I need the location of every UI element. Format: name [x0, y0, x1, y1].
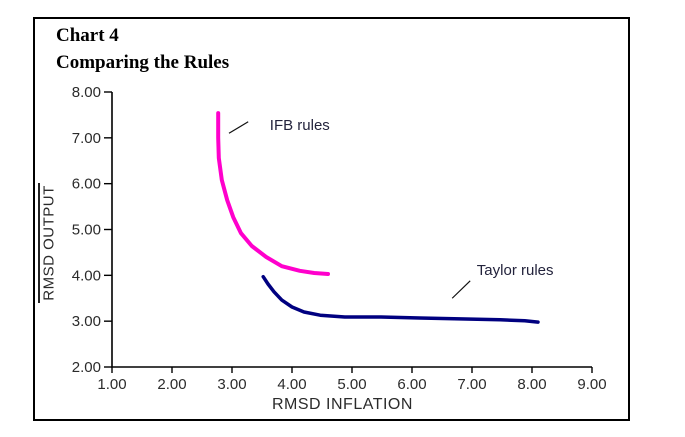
y-axis-title-bar	[38, 183, 40, 303]
chart-title: Chart 4 Comparing the Rules	[56, 22, 229, 76]
series-ifb-rules	[216, 111, 330, 276]
x-tick-label: 5.00	[337, 376, 366, 393]
axis-lines	[111, 92, 592, 368]
x-tick-label: 9.00	[577, 376, 606, 393]
annotation-leader-taylor-rules	[451, 280, 471, 299]
y-tick-label: 3.00	[72, 313, 101, 330]
x-tick-label: 2.00	[157, 376, 186, 393]
y-tick-label: 7.00	[72, 130, 101, 147]
y-tick-label: 6.00	[72, 176, 101, 193]
x-tick-label: 6.00	[397, 376, 426, 393]
chart-title-line1: Chart 4	[56, 25, 119, 46]
x-tick-label: 3.00	[217, 376, 246, 393]
chart-frame	[33, 17, 630, 421]
x-axis-title: RMSD INFLATION	[272, 396, 413, 413]
x-tick-label: 7.00	[457, 376, 486, 393]
x-tick-label: 8.00	[517, 376, 546, 393]
y-tick-label: 5.00	[72, 222, 101, 239]
y-tick-label: 8.00	[72, 84, 101, 101]
annotation-leader-ifb-rules	[228, 121, 249, 134]
annotation-label-taylor-rules: Taylor rules	[477, 262, 554, 279]
y-tick-label: 2.00	[72, 359, 101, 376]
chart-title-line2: Comparing the Rules	[56, 52, 230, 73]
x-tick-label: 1.00	[97, 376, 126, 393]
annotation-label-ifb-rules: IFB rules	[270, 117, 330, 134]
x-tick-label: 4.00	[277, 376, 306, 393]
y-tick-label: 4.00	[72, 267, 101, 284]
series-taylor-rules	[261, 274, 540, 324]
